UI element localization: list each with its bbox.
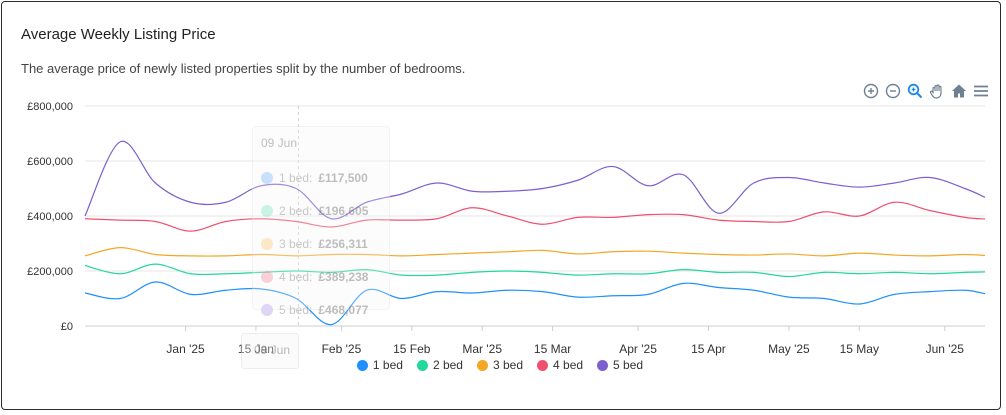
tooltip-row: 3 bed: £256,311 [261,237,368,251]
tooltip-label: 1 bed: [279,171,313,185]
chart-title: Average Weekly Listing Price [21,26,216,43]
x-tick-label: 15 May [840,342,879,356]
legend-item[interactable]: 1 bed [356,358,403,372]
hover-tooltip: 09 Jun 1 bed: £117,500 2 bed: £196,605 3… [252,126,390,317]
y-tick-label: £0 [61,321,73,333]
tooltip-row: 1 bed: £117,500 [261,171,368,185]
series-line-3-bed [84,247,986,257]
legend-dot-icon [476,359,488,371]
tooltip-value: £196,605 [318,204,369,218]
tooltip-dot-icon [261,271,273,283]
x-tick-label: 15 Mar [534,342,571,356]
tooltip-dot-icon [261,304,273,316]
chart-legend: 1 bed 2 bed 3 bed 4 bed 5 bed [0,358,1000,372]
x-tick-label: Feb '25 [322,342,362,356]
y-tick-label: £400,000 [27,211,73,223]
tooltip-dot-icon [261,172,273,184]
chart-card: Average Weekly Listing Price The average… [1,1,1001,410]
zoom-out-icon[interactable] [884,82,902,100]
series-line-2-bed [84,263,986,278]
x-tick-label: Jun '25 [926,342,965,356]
selection-zoom-icon[interactable] [906,82,924,100]
legend-label: 3 bed [492,358,524,372]
x-tick-label: Apr '25 [619,342,657,356]
tooltip-dot-icon [261,205,273,217]
tooltip-title: 09 Jun [261,136,298,150]
tooltip-label: 2 bed: [279,204,313,218]
x-tick-label: 15 Jan [238,342,274,356]
x-tick-label: 15 Feb [393,342,431,356]
tooltip-dot-icon [261,238,273,250]
legend-item[interactable]: 5 bed [597,358,643,372]
x-axis-tooltip: 09 Jun [241,333,299,369]
x-tick-label: Mar '25 [462,342,502,356]
tooltip-row: 5 bed: £468,077 [261,303,368,317]
menu-icon[interactable] [972,82,990,100]
legend-label: 2 bed [432,358,463,372]
home-reset-icon[interactable] [950,82,968,100]
y-tick-label: £600,000 [27,156,73,168]
legend-item[interactable]: 3 bed [476,358,524,372]
tooltip-row: 2 bed: £196,605 [261,204,368,218]
tooltip-label: 3 bed: [279,237,313,251]
y-tick-label: £200,000 [27,266,73,278]
legend-dot-icon [597,359,609,371]
chart-subtitle: The average price of newly listed proper… [21,61,466,76]
tooltip-value: £117,500 [318,171,368,185]
pan-hand-icon[interactable] [928,82,946,100]
series-line-5-bed [84,140,986,220]
series-line-4-bed [84,201,986,232]
zoom-in-icon[interactable] [862,82,880,100]
tooltip-value: £468,077 [318,303,369,317]
y-tick-label: £800,000 [27,101,73,113]
legend-item[interactable]: 4 bed [537,358,583,372]
legend-item[interactable]: 2 bed [416,358,463,372]
legend-dot-icon [356,359,368,371]
legend-label: 1 bed [372,358,403,372]
tooltip-value: £389,238 [318,270,369,284]
legend-label: 4 bed [553,358,584,372]
tooltip-value: £256,311 [318,237,368,251]
series-line-1-bed [84,281,986,326]
x-tick-label: May '25 [768,342,810,356]
x-tick-label: Jan '25 [166,342,205,356]
legend-dot-icon [537,359,549,371]
tooltip-label: 5 bed: [279,303,313,317]
legend-label: 5 bed [613,358,644,372]
chart-toolbar [862,82,990,100]
tooltip-row: 4 bed: £389,238 [261,270,368,284]
x-tick-label: 15 Apr [691,342,726,356]
legend-dot-icon [416,359,428,371]
tooltip-label: 4 bed: [279,270,313,284]
x-axis-tooltip-label: 09 Jun [254,343,291,357]
